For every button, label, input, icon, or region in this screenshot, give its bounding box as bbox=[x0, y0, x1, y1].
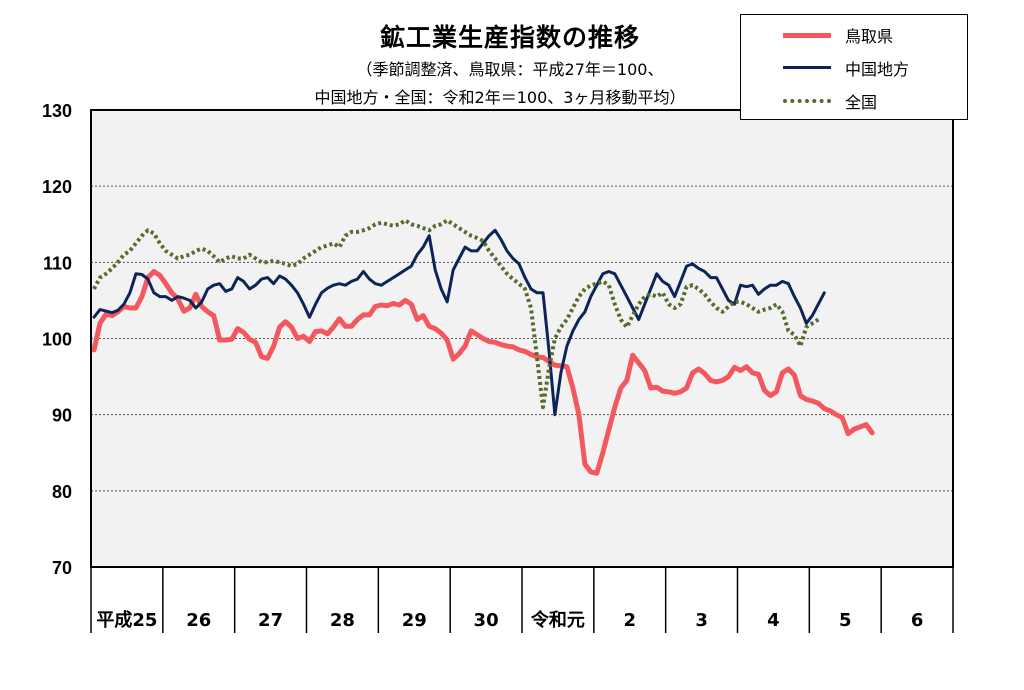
y-tick-label-80: 80 bbox=[52, 482, 72, 502]
x-category-label-6: 令和元 bbox=[530, 609, 585, 631]
x-category-label-5: 30 bbox=[474, 610, 499, 631]
legend-swatch-national bbox=[783, 99, 831, 103]
y-tick-label-100: 100 bbox=[42, 330, 72, 350]
chart-subtitle-line1: （季節調整済、鳥取県：平成27年＝100、 bbox=[356, 60, 664, 79]
y-tick-label-90: 90 bbox=[52, 406, 72, 426]
chart-legend: 鳥取県 中国地方 全国 bbox=[740, 14, 968, 120]
line-series-chugoku bbox=[92, 228, 826, 417]
x-category-label-7: 2 bbox=[623, 610, 636, 631]
x-category-label-9: 4 bbox=[767, 610, 780, 631]
x-category-label-0: 平成25 bbox=[96, 609, 157, 631]
legend-label-tottori: 鳥取県 bbox=[845, 27, 894, 46]
x-category-label-3: 28 bbox=[330, 610, 355, 631]
x-category-label-2: 27 bbox=[258, 610, 283, 631]
legend-swatch-chugoku bbox=[783, 66, 831, 69]
x-category-label-11: 6 bbox=[911, 610, 924, 631]
x-category-label-1: 26 bbox=[186, 610, 211, 631]
y-tick-label-120: 120 bbox=[42, 177, 72, 197]
legend-item-tottori: 鳥取県 bbox=[741, 18, 967, 48]
y-tick-label-110: 110 bbox=[43, 253, 72, 273]
line-series-tottori bbox=[91, 269, 875, 476]
legend-swatch-tottori bbox=[783, 33, 831, 38]
legend-label-chugoku: 中国地方 bbox=[845, 60, 910, 79]
chart-title: 鉱工業生産指数の推移 bbox=[379, 23, 640, 52]
x-category-label-4: 29 bbox=[402, 610, 427, 631]
x-category-label-10: 5 bbox=[839, 610, 852, 631]
chart-subtitle-line2: 中国地方・全国：令和2年＝100、3ヶ月移動平均） bbox=[314, 88, 686, 107]
legend-item-chugoku: 中国地方 bbox=[741, 51, 967, 81]
legend-item-national: 全国 bbox=[741, 84, 967, 114]
legend-label-national: 全国 bbox=[845, 93, 878, 112]
line-series-national bbox=[92, 218, 820, 410]
y-tick-label-70: 70 bbox=[52, 558, 72, 578]
y-tick-label-130: 130 bbox=[42, 101, 72, 121]
x-category-label-8: 3 bbox=[695, 610, 708, 631]
